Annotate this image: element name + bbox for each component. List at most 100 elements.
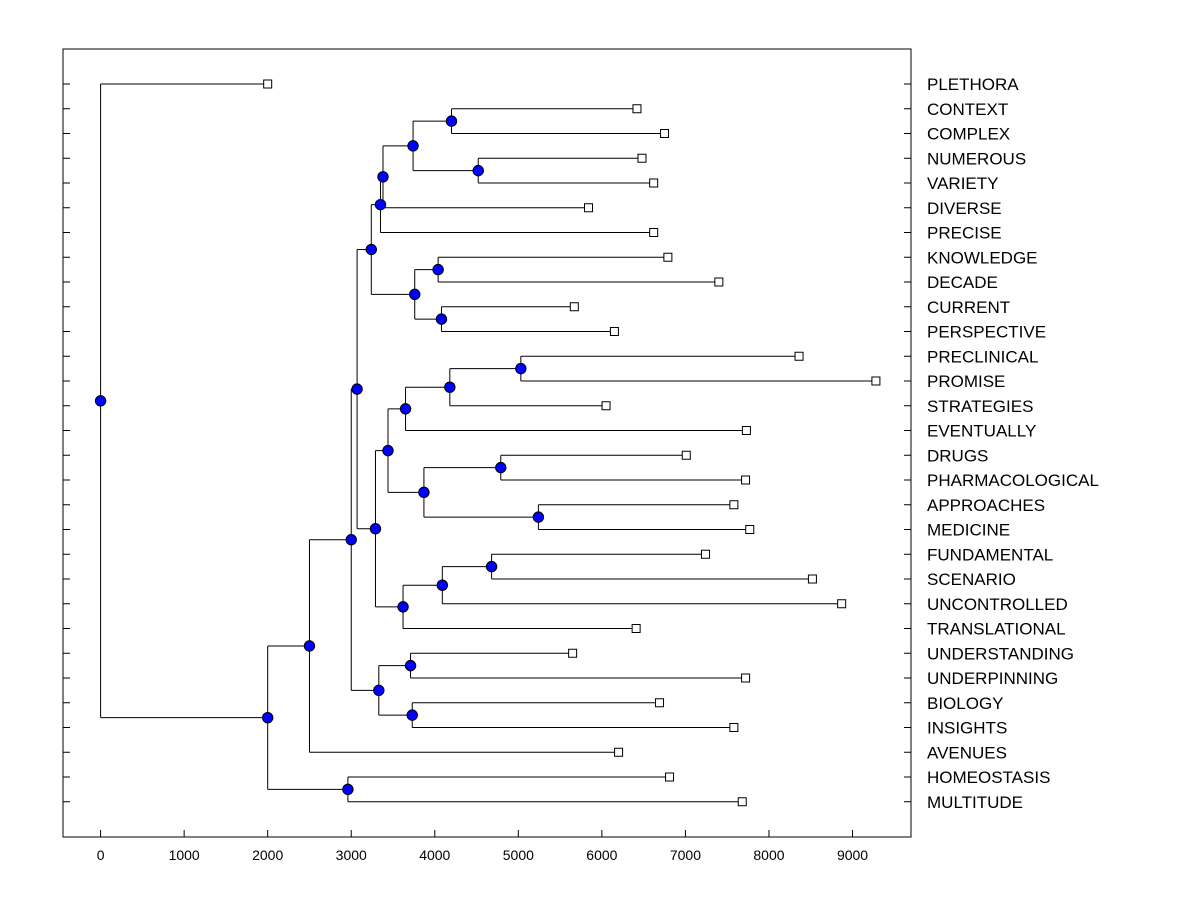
merge-node xyxy=(444,381,456,393)
merge-node xyxy=(377,171,389,183)
x-tick-label: 9000 xyxy=(837,847,868,863)
merge-node xyxy=(407,140,419,152)
leaf-label: CURRENT xyxy=(927,298,1010,317)
merge-node xyxy=(485,560,498,573)
x-tick-label: 0 xyxy=(97,847,105,863)
leaf-labels: PLETHORA CONTEXT COMPLEX NUMEROUS VARIETY DIV… xyxy=(927,75,1099,812)
leaf-marker xyxy=(741,426,751,435)
merge-node xyxy=(409,288,421,301)
leaf-label: STRATEGIES xyxy=(927,397,1033,416)
x-tick-label: 4000 xyxy=(419,847,450,863)
leaf-marker xyxy=(729,500,739,510)
merge-node xyxy=(373,684,385,697)
leaf-marker xyxy=(660,129,670,138)
leaf-label: MULTITUDE xyxy=(927,793,1023,812)
leaf-marker xyxy=(655,698,665,708)
leaf-marker xyxy=(601,401,611,411)
leaf-marker xyxy=(569,302,579,312)
merge-node xyxy=(418,486,430,499)
leaf-label: CONTEXT xyxy=(927,100,1008,119)
merge-node xyxy=(399,403,412,415)
leaf-markers xyxy=(263,79,881,807)
x-tick-label: 1000 xyxy=(169,847,200,863)
leaf-label: SCENARIO xyxy=(927,570,1016,589)
leaf-label: DIVERSE xyxy=(927,199,1002,218)
leaf-label: FUNDAMENTAL xyxy=(927,545,1053,564)
leaf-label: EVENTUALLY xyxy=(927,422,1036,441)
leaf-label: KNOWLEDGE xyxy=(927,248,1038,267)
leaf-marker xyxy=(729,723,739,732)
leaf-label: MEDICINE xyxy=(927,521,1010,540)
leaf-marker xyxy=(700,549,710,559)
leaf-label: NUMEROUS xyxy=(927,149,1026,168)
leaf-label: APPROACHES xyxy=(927,496,1045,515)
plot-frame xyxy=(62,48,912,838)
merge-node xyxy=(404,659,417,672)
leaf-marker xyxy=(631,624,641,633)
leaf-marker xyxy=(745,525,755,534)
merge-node xyxy=(406,709,418,721)
leaf-label: VARIETY xyxy=(927,174,998,193)
leaf-marker xyxy=(584,203,594,213)
leaf-marker xyxy=(632,104,642,114)
merge-node xyxy=(532,511,545,523)
merge-node xyxy=(261,711,274,724)
leaf-label: UNDERSTANDING xyxy=(927,644,1074,663)
merge-node xyxy=(342,783,354,796)
merge-node xyxy=(351,383,363,395)
merge-node xyxy=(432,263,444,276)
leaf-label: PERSPECTIVE xyxy=(927,323,1046,342)
leaf-marker xyxy=(665,772,675,782)
leaf-label: PHARMACOLOGICAL xyxy=(927,471,1099,490)
merge-node xyxy=(365,243,377,256)
merge-node xyxy=(369,523,382,535)
merge-node xyxy=(345,534,357,546)
merge-node xyxy=(382,444,394,457)
leaf-label: DECADE xyxy=(927,273,998,292)
merge-node xyxy=(515,362,527,375)
leaf-label: PRECLINICAL xyxy=(927,347,1038,366)
leaf-marker xyxy=(741,673,751,683)
y-tick-marks xyxy=(63,83,911,803)
leaf-label: BIOLOGY xyxy=(927,694,1004,713)
leaf-marker xyxy=(714,277,724,287)
x-tick-label: 5000 xyxy=(503,847,534,863)
leaf-label: PRECISE xyxy=(927,224,1002,243)
leaf-marker xyxy=(837,599,847,609)
x-tick-label: 6000 xyxy=(586,847,617,863)
leaf-marker xyxy=(609,327,619,336)
leaf-label: INSIGHTS xyxy=(927,719,1007,738)
merge-node xyxy=(397,601,409,613)
branch-lines xyxy=(100,83,876,803)
x-tick-label: 7000 xyxy=(670,847,701,863)
leaf-marker xyxy=(794,351,804,361)
leaf-marker xyxy=(807,574,817,584)
leaf-marker xyxy=(737,797,747,807)
leaf-label: UNCONTROLLED xyxy=(927,595,1068,614)
merge-node xyxy=(436,579,449,591)
merge-node xyxy=(495,461,507,474)
leaf-label: HOMEOSTASIS xyxy=(927,768,1050,787)
x-tick-label: 3000 xyxy=(336,847,367,863)
leaf-marker xyxy=(263,79,273,89)
leaf-marker xyxy=(663,252,673,262)
leaf-label: PLETHORA xyxy=(927,75,1019,94)
merge-node-markers xyxy=(94,115,545,796)
leaf-label: DRUGS xyxy=(927,446,988,465)
leaf-marker xyxy=(741,475,751,485)
merge-node xyxy=(374,198,387,211)
leaf-marker xyxy=(681,450,691,460)
leaf-marker xyxy=(614,747,624,757)
leaf-marker xyxy=(871,376,881,386)
leaf-marker xyxy=(637,153,647,163)
leaf-label: TRANSLATIONAL xyxy=(927,620,1066,639)
x-axis: 0 1000 2000 3000 4000 5000 6000 7000 8000 9000 xyxy=(97,830,868,863)
merge-node xyxy=(445,115,458,127)
merge-node xyxy=(94,395,107,407)
merge-node xyxy=(472,164,484,177)
leaf-marker xyxy=(568,648,578,658)
x-tick-label: 2000 xyxy=(252,847,283,863)
leaf-label: PROMISE xyxy=(927,372,1005,391)
